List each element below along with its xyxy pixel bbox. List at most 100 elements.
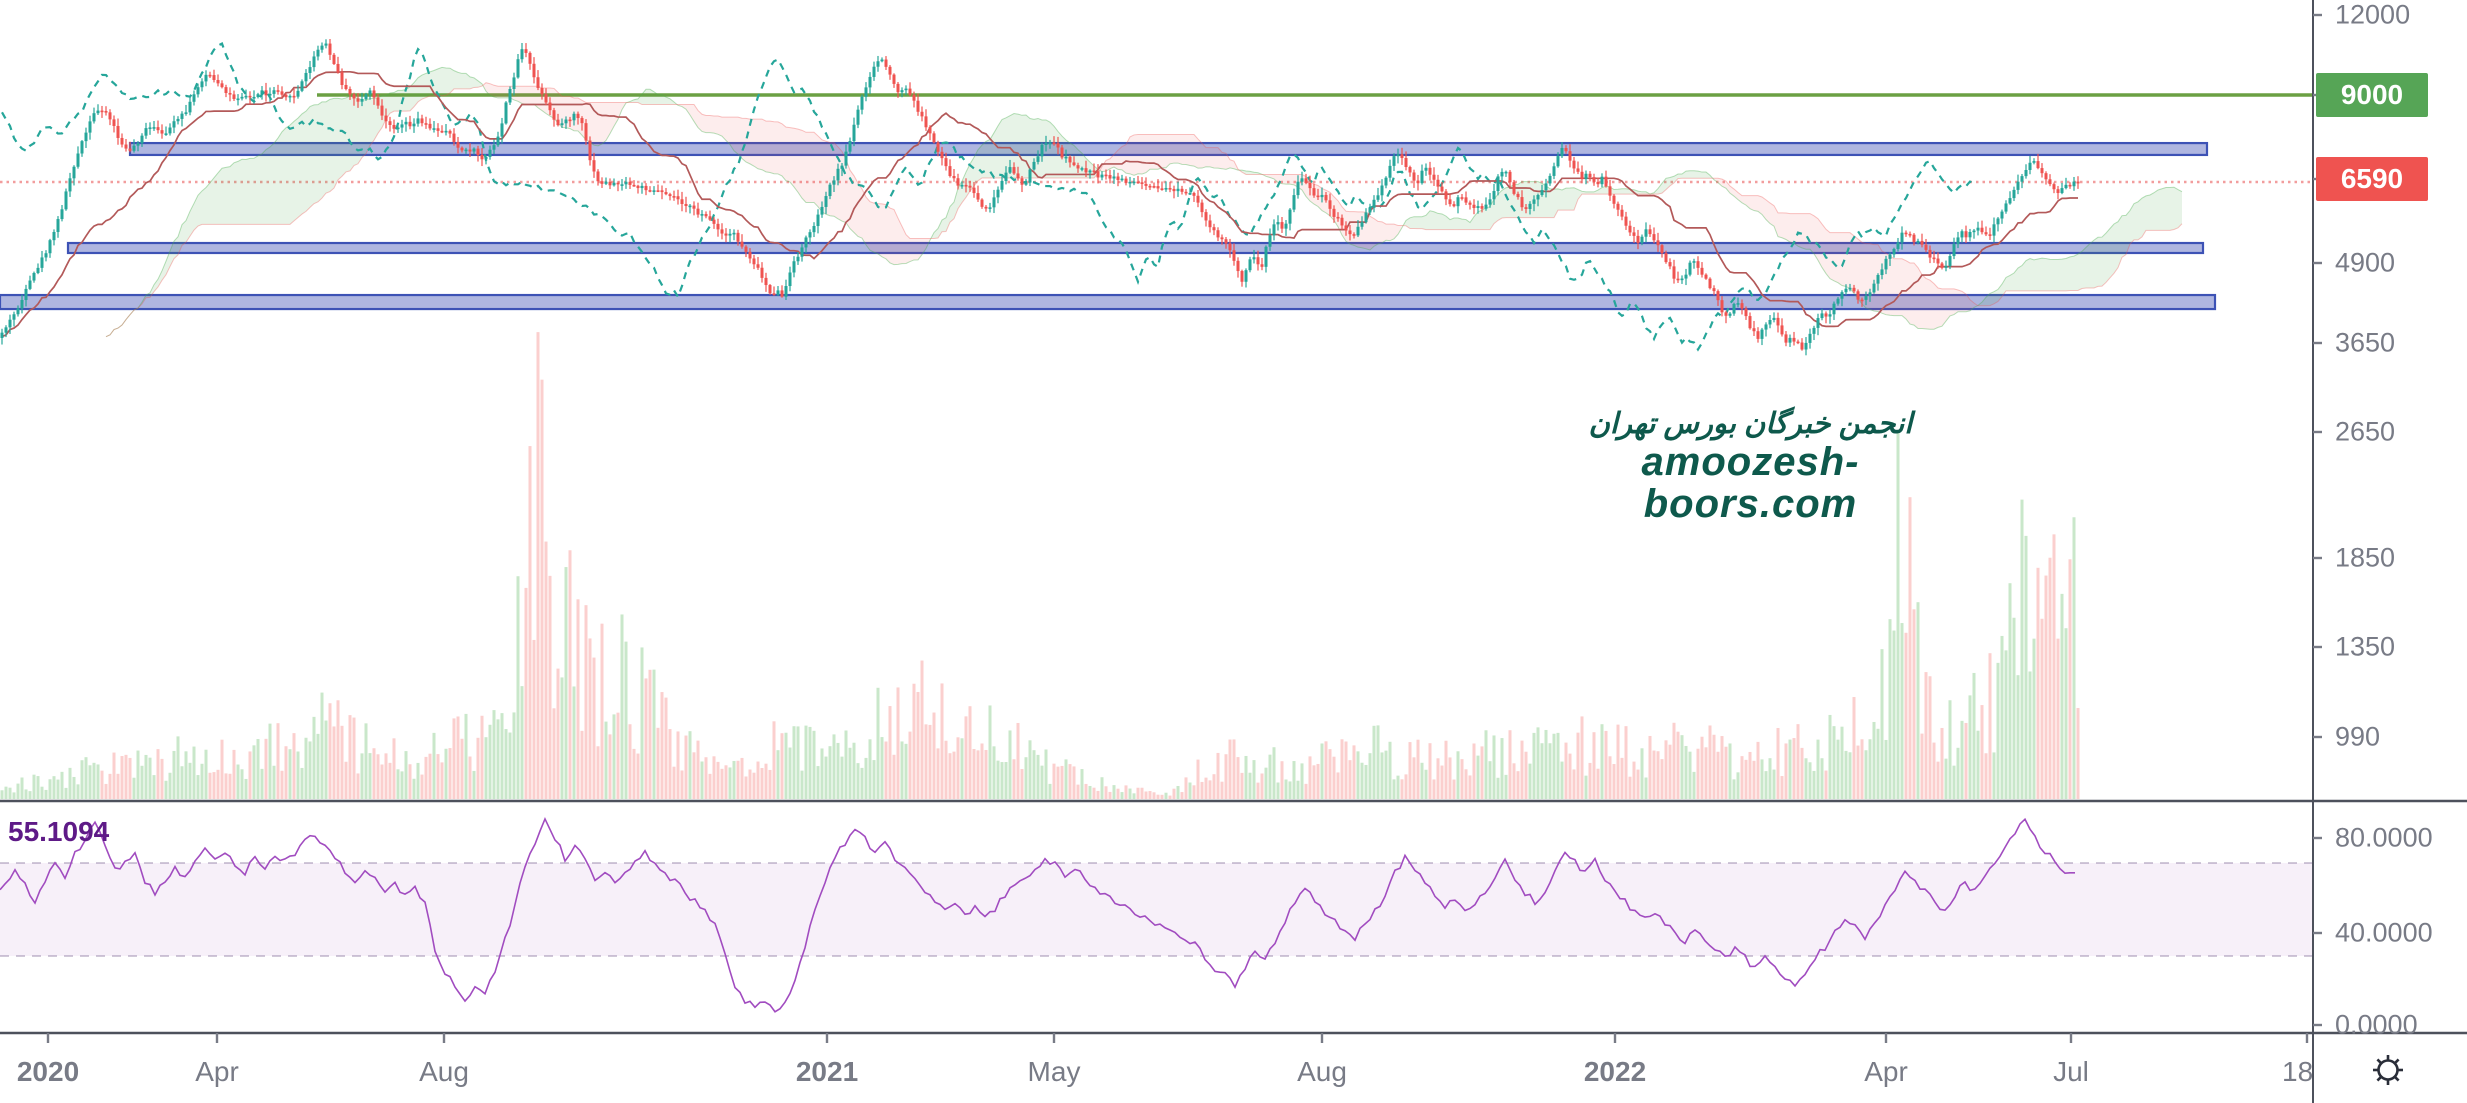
ichimoku-cloud-segment [298,113,302,218]
ichimoku-cloud-segment [722,117,726,141]
ichimoku-cloud-segment [414,77,418,107]
ichimoku-cloud-segment [362,99,366,158]
ichimoku-cloud-segment [1850,232,1854,294]
ichimoku-cloud-segment [286,125,290,225]
ichimoku-cloud-segment [770,121,774,174]
ichimoku-cloud-segment [1842,232,1846,287]
ichimoku-cloud-segment [910,238,914,262]
ichimoku-cloud-segment [1430,210,1434,230]
ichimoku-cloud-segment [818,135,822,212]
ichimoku-cloud-segment [1194,134,1198,169]
ichimoku-cloud-segment [686,104,690,116]
ichimoku-cloud-segment [1086,158,1090,178]
ichimoku-cloud-segment [1902,258,1906,319]
ichimoku-cloud-segment [718,116,722,137]
ichimoku-cloud-segment [390,92,394,114]
ichimoku-cloud-segment [470,76,474,89]
support-resistance-zone[interactable] [66,241,2205,255]
ichimoku-cloud-segment [402,89,406,112]
ichimoku-cloud-segment [2126,210,2130,255]
ichimoku-cloud-segment [1594,190,1598,195]
volume-series [0,332,2080,799]
rsi-band [0,863,2313,956]
ichimoku-kijun-line [1,70,2078,338]
ichimoku-cloud-segment [606,102,610,141]
ichimoku-cloud-segment [1710,175,1714,180]
ichimoku-cloud-segment [498,86,502,98]
ichimoku-cloud-segment [1774,205,1778,237]
watermark-site-url: amoozesh-boors.com [1641,440,1860,527]
ichimoku-cloud-segment [1698,171,1702,179]
ichimoku-cloud-segment [2110,224,2114,278]
ichimoku-cloud-segment [650,89,654,105]
ichimoku-cloud-segment [1670,176,1674,186]
ichimoku-cloud-segment [210,177,214,225]
ichimoku-cloud-segment [886,204,890,263]
ichimoku-cloud-segment [1246,170,1250,175]
ichimoku-cloud-segment [1750,195,1754,211]
ichimoku-cloud-segment [1398,225,1402,235]
ichimoku-cloud-segment [1434,211,1438,230]
ichimoku-cloud-segment [1778,212,1782,238]
ichimoku-cloud-segment [866,197,870,251]
watermark-persian-text: انجمن خبرگان بورس تهران [1588,408,1913,440]
ichimoku-cloud-segment [1110,154,1114,169]
ichimoku-cloud-segment [1130,134,1134,176]
ichimoku-cloud-segment [1338,200,1342,236]
ichimoku-cloud-segment [1958,290,1962,312]
ichimoku-cloud-segment [194,195,198,231]
ichimoku-cloud-segment [658,94,662,105]
ichimoku-cloud-segment [1846,232,1850,289]
ichimoku-cloud-segment [1690,170,1694,179]
ichimoku-cloud-segment [874,203,878,254]
ichimoku-cloud-segment [666,97,670,105]
ichimoku-cloud-segment [1926,278,1930,330]
ichimoku-cloud-segment [526,86,530,105]
ichimoku-cloud-segment [942,217,946,232]
time-tick-label: 2021 [795,1056,859,1087]
ichimoku-cloud-segment [1890,255,1894,316]
ichimoku-cloud-segment [426,71,430,98]
ichimoku-cloud-segment [558,92,562,128]
ichimoku-cloud-segment [1754,195,1758,212]
ichimoku-cloud-segment [366,98,370,154]
ichimoku-cloud-segment [2114,221,2118,274]
ichimoku-cloud-segment [2066,256,2070,291]
ichimoku-cloud-segment [2010,273,2014,291]
ichimoku-cloud-segment [2090,240,2094,288]
ichimoku-cloud-segment [338,98,342,180]
ichimoku-cloud-segment [1410,216,1414,229]
ichimoku-cloud-segment [838,146,842,222]
ichimoku-cloud-segment [758,119,762,170]
ichimoku-cloud-segment [202,187,206,225]
time-tick-label: 2020 [16,1056,80,1087]
support-resistance-zone[interactable] [0,293,2217,311]
ichimoku-cloud-segment [1498,190,1502,221]
ichimoku-cloud-segment [1402,220,1406,228]
ichimoku-cloud-segment [1770,202,1774,227]
ichimoku-cloud-segment [622,102,626,110]
ichimoku-cloud-segment [2058,259,2062,291]
ichimoku-cloud-segment [446,67,450,96]
ichimoku-cloud-segment [834,142,838,219]
ichimoku-cloud-segment [954,188,958,219]
ichimoku-cloud-segment [1918,267,1922,329]
ichimoku-cloud-segment [1782,212,1786,240]
ichimoku-cloud-segment [982,141,986,178]
ichimoku-cloud-segment [2070,256,2074,291]
ichimoku-cloud-segment [1662,178,1666,194]
ichimoku-cloud-segment [2046,258,2050,291]
ichimoku-cloud-segment [358,98,362,164]
ichimoku-cloud-segment [1146,134,1150,173]
ichimoku-cloud-segment [1078,149,1082,178]
ichimoku-cloud-segment [1982,297,1986,306]
ichimoku-cloud-segment [374,97,378,141]
ichimoku-cloud-segment [654,91,658,105]
gear-icon[interactable] [2366,1048,2410,1092]
ichimoku-cloud-segment [1322,188,1326,213]
ichimoku-cloud-segment [2118,215,2122,268]
ichimoku-cloud-segment [246,158,250,225]
ichimoku-cloud-segment [182,220,186,246]
ichimoku-cloud-segment [958,181,962,209]
